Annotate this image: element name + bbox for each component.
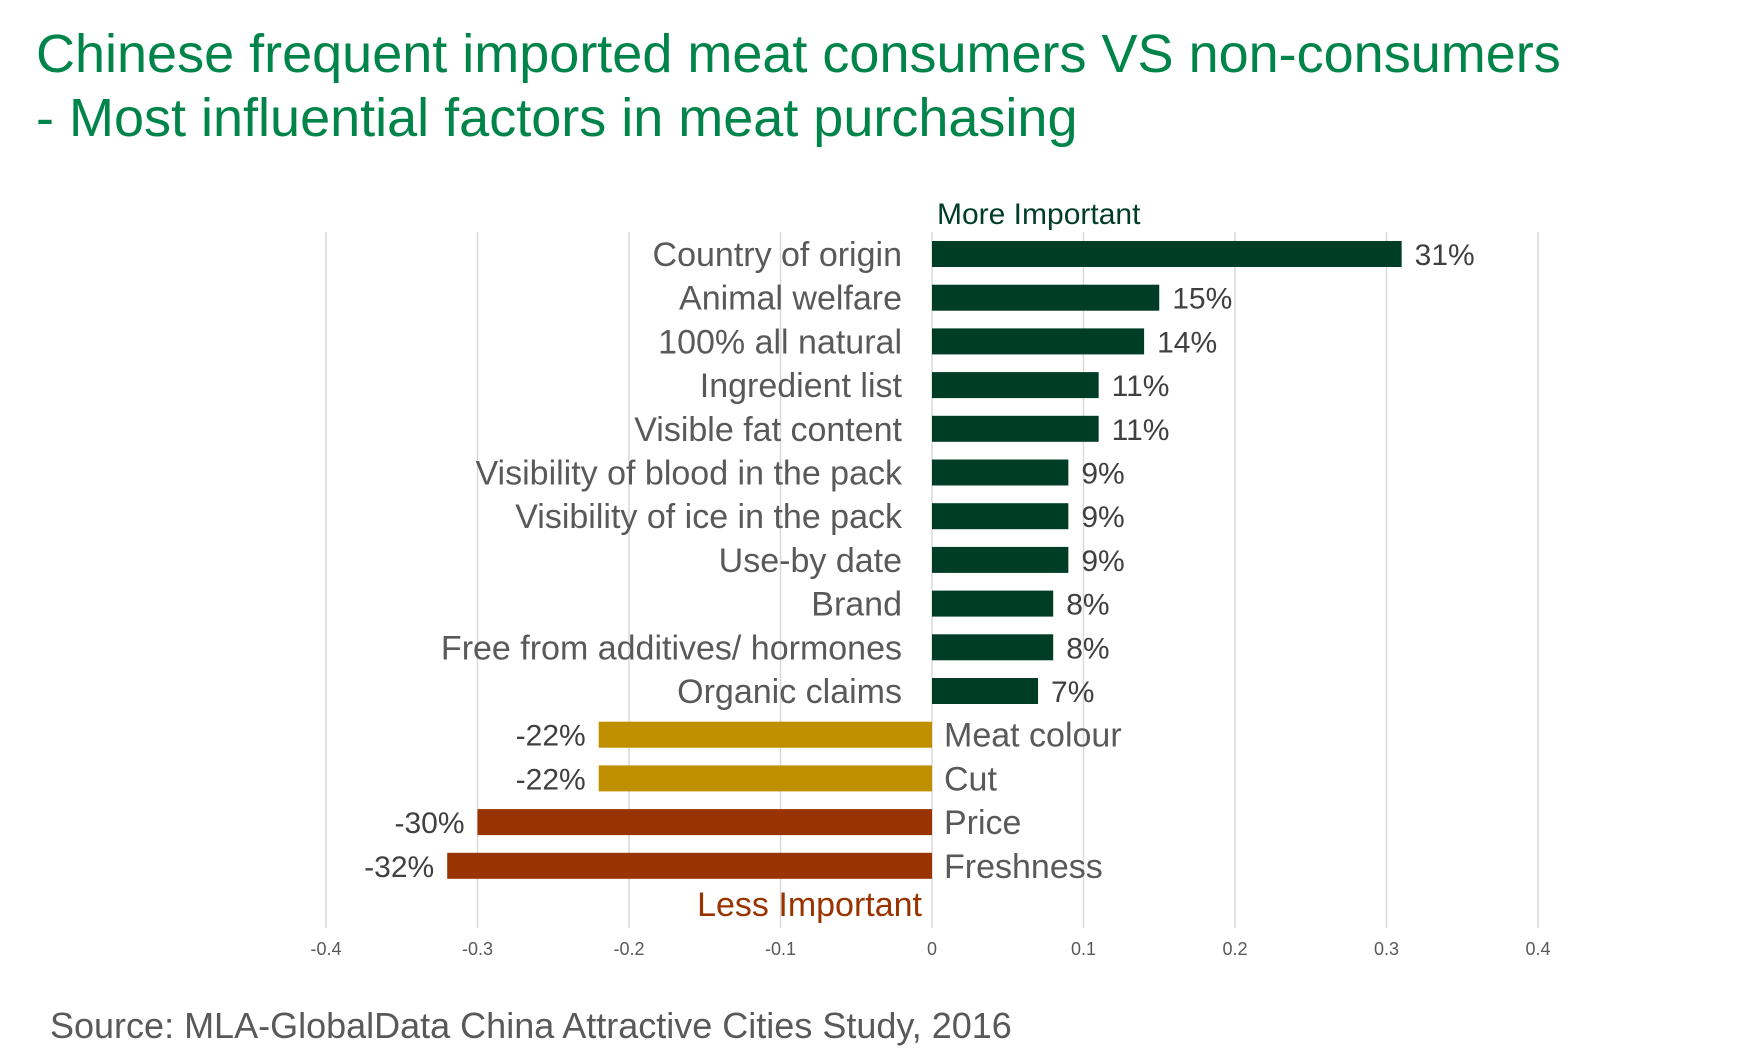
category-label: Organic claims: [677, 673, 902, 711]
category-label: Free from additives/ hormones: [441, 629, 902, 667]
category-label: Visibility of blood in the pack: [475, 455, 903, 493]
category-label: Animal welfare: [679, 280, 902, 318]
bar: [932, 503, 1069, 530]
data-label: 9%: [1081, 458, 1124, 491]
x-tick-label: 0.3: [1374, 939, 1399, 959]
bar: [447, 852, 932, 879]
category-label: Ingredient list: [700, 367, 903, 405]
data-label: 11%: [1112, 414, 1170, 447]
category-label: Visibility of ice in the pack: [515, 498, 903, 536]
bar: [598, 765, 932, 792]
more-important-annotation: More Important: [937, 198, 1141, 231]
x-tick-label: 0.4: [1525, 939, 1550, 959]
chart-title: Chinese frequent imported meat consumers…: [36, 22, 1716, 150]
bars: [447, 241, 1402, 879]
data-label: 8%: [1066, 589, 1109, 622]
data-label: -22%: [516, 720, 586, 753]
category-label: Freshness: [944, 848, 1103, 886]
bar: [932, 415, 1099, 442]
bar: [932, 546, 1069, 573]
category-label: Visible fat content: [634, 411, 902, 449]
bar: [932, 284, 1160, 311]
data-label: -22%: [516, 763, 586, 796]
data-label: 15%: [1172, 283, 1232, 316]
data-label: -32%: [364, 851, 434, 884]
bar: [932, 372, 1099, 399]
data-label: 7%: [1051, 676, 1094, 709]
x-tick-label: 0.2: [1222, 939, 1247, 959]
category-label: Use-by date: [719, 542, 902, 580]
bar: [932, 590, 1054, 617]
data-label: -30%: [394, 807, 464, 840]
x-tick-label: -0.4: [310, 939, 341, 959]
bar-chart: -0.4 -0.3 -0.2 -0.1 0 0.1 0.2 0.3 0.4 Country of …: [310, 198, 1550, 959]
data-label: 11%: [1112, 370, 1170, 403]
x-tick-label: -0.1: [765, 939, 796, 959]
bar: [932, 241, 1402, 267]
x-tick-label: -0.2: [613, 939, 644, 959]
bar: [932, 328, 1145, 355]
x-tick-label: 0: [927, 939, 937, 959]
source-note: Source: MLA-GlobalData China Attractive …: [50, 1005, 1012, 1046]
category-label: Country of origin: [653, 236, 902, 274]
data-label: 31%: [1415, 239, 1475, 272]
x-tick-label: -0.3: [462, 939, 493, 959]
chart-title-line-1: Chinese frequent imported meat consumers…: [36, 24, 1561, 84]
bar: [477, 809, 932, 836]
data-label: 9%: [1081, 545, 1124, 578]
bar: [932, 678, 1039, 704]
data-label: 14%: [1157, 326, 1217, 359]
category-label: Price: [944, 804, 1021, 842]
less-important-annotation: Less Important: [697, 886, 922, 924]
chart-title-line-2: - Most influential factors in meat purch…: [36, 88, 1078, 148]
labels: -0.4 -0.3 -0.2 -0.1 0 0.1 0.2 0.3 0.4 Country of …: [310, 236, 1550, 959]
category-label: Brand: [811, 586, 902, 624]
bar: [598, 721, 932, 748]
category-label: 100% all natural: [658, 323, 902, 361]
category-label: Cut: [944, 760, 997, 798]
category-label: Meat colour: [944, 717, 1122, 755]
data-label: 9%: [1081, 501, 1124, 534]
x-tick-label: 0.1: [1071, 939, 1096, 959]
data-label: 8%: [1066, 632, 1109, 665]
bar: [932, 459, 1069, 486]
bar: [932, 634, 1054, 661]
